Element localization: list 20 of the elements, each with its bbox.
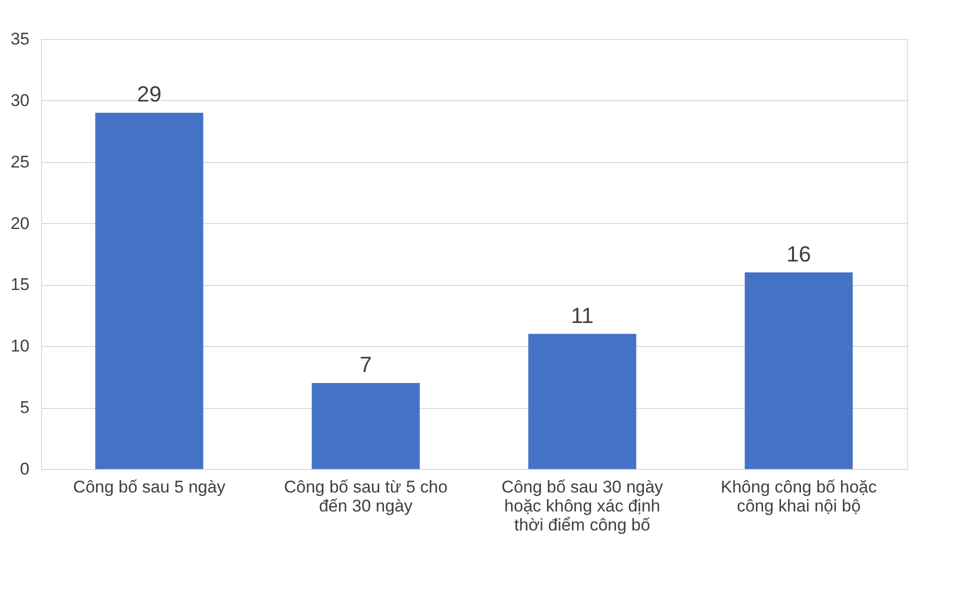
y-tick-label: 15 [10, 275, 30, 294]
x-tick-label: Công bố sau từ 5 cho đến 30 ngày [284, 478, 448, 516]
data-label: 11 [570, 302, 594, 328]
x-tick-label: Công bố sau 30 ngày hoặc không xác định thời điểm công bố [501, 478, 664, 534]
y-tick-label: 25 [10, 152, 30, 172]
y-tick-label: 30 [10, 90, 30, 110]
x-tick-label: Công bố sau 5 ngày [73, 478, 226, 496]
bar [528, 334, 636, 469]
data-label: 7 [360, 352, 372, 377]
y-tick-label: 0 [20, 460, 30, 478]
data-label: 29 [137, 82, 162, 107]
data-label: 16 [786, 241, 811, 266]
bar [95, 112, 204, 469]
bar [744, 272, 853, 469]
y-tick-label: 10 [10, 336, 30, 356]
y-tick-label: 5 [20, 398, 30, 418]
y-tick-label: 35 [10, 30, 30, 48]
x-tick-label: Không công bố hoặc công khai nội bộ [720, 478, 878, 516]
bar [312, 383, 420, 469]
y-tick-label: 20 [10, 214, 30, 233]
